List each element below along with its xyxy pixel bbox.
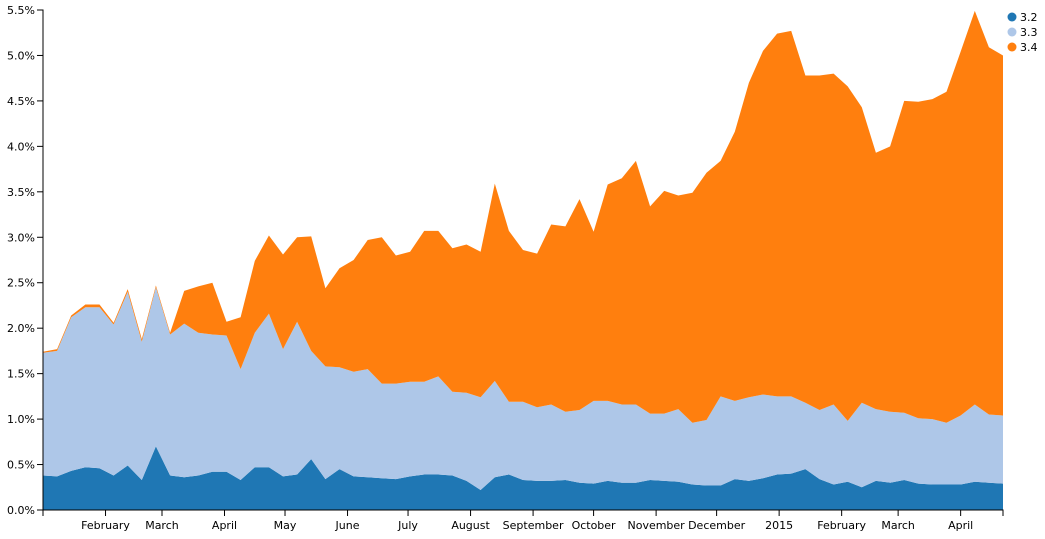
x-tick: February bbox=[817, 510, 867, 532]
y-tick-label: 4.5% bbox=[7, 95, 35, 108]
x-tick-label: April bbox=[948, 519, 973, 532]
x-tick-label: March bbox=[881, 519, 915, 532]
x-tick-label: April bbox=[212, 519, 237, 532]
y-tick-label: 1.0% bbox=[7, 413, 35, 426]
x-tick: 2015 bbox=[765, 510, 793, 532]
legend-label: 3.2 bbox=[1020, 11, 1038, 24]
legend-swatch bbox=[1007, 42, 1017, 52]
x-tick: February bbox=[81, 510, 130, 532]
y-tick: 0.5% bbox=[7, 459, 43, 472]
series-area-0 bbox=[43, 446, 1003, 510]
legend-item: 3.2 bbox=[1007, 11, 1038, 24]
y-tick: 3.0% bbox=[7, 231, 43, 244]
legend-item: 3.4 bbox=[1007, 41, 1038, 54]
x-tick-label: September bbox=[503, 519, 564, 532]
legend: 3.2 3.3 3.4 bbox=[1007, 11, 1038, 54]
y-tick: 0.0% bbox=[7, 504, 43, 517]
y-tick-label: 3.0% bbox=[7, 231, 35, 244]
legend-item: 3.3 bbox=[1007, 26, 1038, 39]
y-tick-label: 5.0% bbox=[7, 49, 35, 62]
y-axis: 0.0% 0.5% 1.0% 1.5% 2.0% 2.5% 3.0% 3.5% 4.0% 4.5%… bbox=[7, 4, 44, 517]
x-tick-label: May bbox=[274, 519, 297, 532]
y-tick-label: 0.0% bbox=[7, 504, 35, 517]
x-tick-label: February bbox=[81, 519, 130, 532]
x-tick: March bbox=[145, 510, 179, 532]
series-area-1 bbox=[43, 287, 1003, 490]
legend-label: 3.3 bbox=[1020, 26, 1038, 39]
y-tick-label: 2.0% bbox=[7, 322, 35, 335]
y-tick: 4.0% bbox=[7, 140, 43, 153]
x-tick: October bbox=[572, 510, 616, 532]
x-tick-label: November bbox=[627, 519, 685, 532]
y-tick-label: 4.0% bbox=[7, 140, 35, 153]
x-tick: November bbox=[627, 510, 685, 532]
x-tick-label: July bbox=[397, 519, 418, 532]
y-tick: 2.0% bbox=[7, 322, 43, 335]
x-tick: August bbox=[451, 510, 490, 532]
x-tick: April bbox=[948, 510, 973, 532]
x-tick: March bbox=[881, 510, 915, 532]
y-tick-label: 5.5% bbox=[7, 4, 35, 17]
y-tick-label: 0.5% bbox=[7, 459, 35, 472]
x-tick-label: June bbox=[335, 519, 360, 532]
x-tick-label: February bbox=[817, 519, 866, 532]
y-tick: 2.5% bbox=[7, 277, 43, 290]
y-tick-label: 3.5% bbox=[7, 186, 35, 199]
x-axis: February March April May June July August Septe… bbox=[42, 509, 1004, 532]
y-tick: 3.5% bbox=[7, 186, 43, 199]
y-tick: 1.5% bbox=[7, 368, 43, 381]
x-axis-line bbox=[42, 509, 1004, 516]
area-layers bbox=[43, 10, 1003, 510]
x-tick-label: August bbox=[451, 519, 490, 532]
x-tick-label: October bbox=[572, 519, 616, 532]
legend-swatch bbox=[1007, 12, 1017, 22]
x-tick: July bbox=[397, 510, 418, 532]
y-tick: 5.5% bbox=[7, 4, 43, 17]
x-tick: May bbox=[274, 510, 297, 532]
legend-swatch bbox=[1007, 27, 1017, 37]
y-axis-line bbox=[37, 9, 44, 511]
legend-label: 3.4 bbox=[1020, 41, 1038, 54]
x-tick: September bbox=[503, 510, 564, 532]
y-tick-label: 1.5% bbox=[7, 368, 35, 381]
y-tick: 5.0% bbox=[7, 49, 43, 62]
x-tick: December bbox=[688, 510, 746, 532]
series-area-2 bbox=[43, 10, 1003, 423]
x-tick-label: 2015 bbox=[765, 519, 793, 532]
x-tick-label: March bbox=[145, 519, 179, 532]
x-tick-label: December bbox=[688, 519, 746, 532]
x-tick: June bbox=[335, 510, 360, 532]
y-tick-label: 2.5% bbox=[7, 277, 35, 290]
y-tick: 1.0% bbox=[7, 413, 43, 426]
x-tick: April bbox=[212, 510, 237, 532]
y-tick: 4.5% bbox=[7, 95, 43, 108]
